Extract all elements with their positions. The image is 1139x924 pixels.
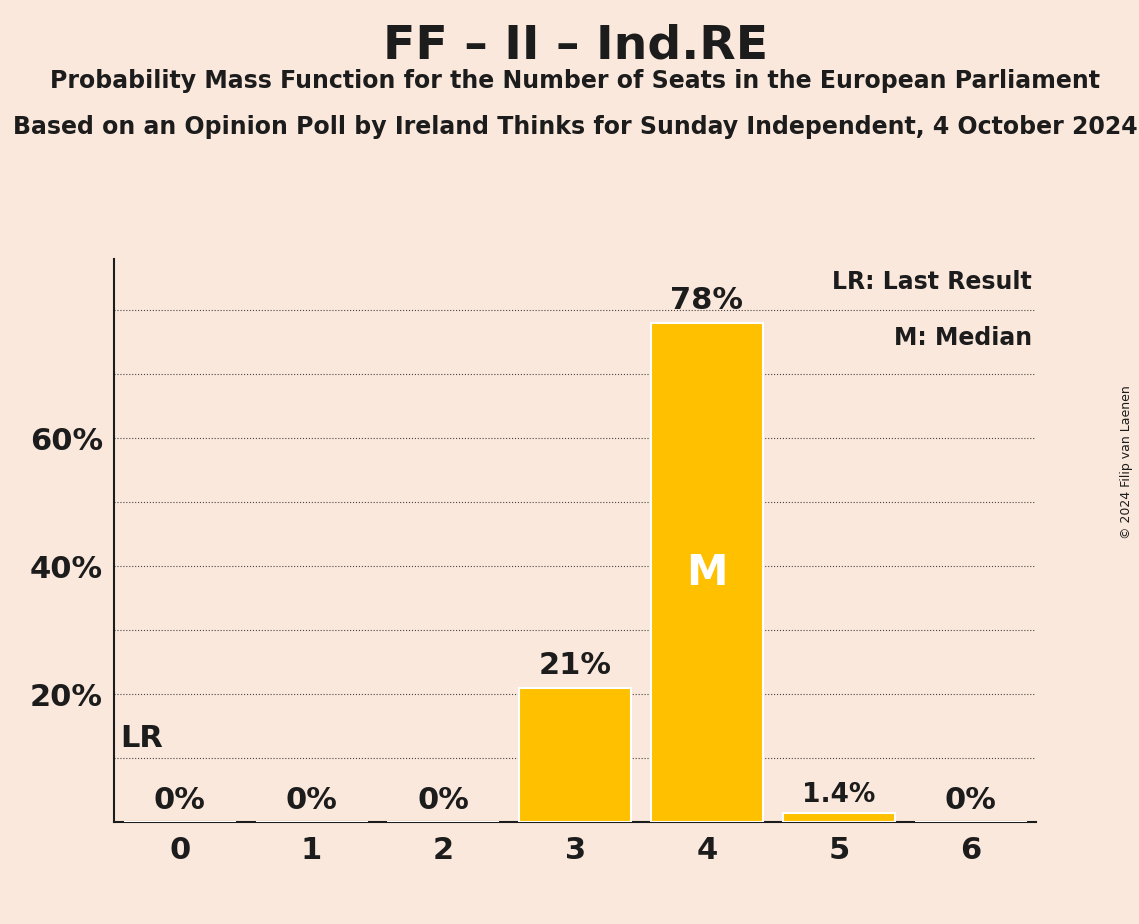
- Text: 0%: 0%: [286, 785, 337, 815]
- Text: Based on an Opinion Poll by Ireland Thinks for Sunday Independent, 4 October 202: Based on an Opinion Poll by Ireland Thin…: [13, 115, 1138, 139]
- Text: 78%: 78%: [671, 286, 744, 315]
- Bar: [652, 322, 763, 822]
- Text: 0%: 0%: [418, 785, 469, 815]
- Text: 21%: 21%: [539, 651, 612, 680]
- Text: 0%: 0%: [944, 785, 997, 815]
- Text: 1.4%: 1.4%: [802, 783, 876, 808]
- Text: 0%: 0%: [154, 785, 206, 815]
- Text: LR: LR: [121, 724, 163, 753]
- Text: FF – II – Ind.RE: FF – II – Ind.RE: [383, 23, 768, 68]
- Bar: [519, 687, 631, 822]
- Text: M: Median: M: Median: [894, 326, 1032, 350]
- Text: LR: Last Result: LR: Last Result: [833, 270, 1032, 294]
- Text: © 2024 Filip van Laenen: © 2024 Filip van Laenen: [1121, 385, 1133, 539]
- Text: M: M: [686, 552, 728, 593]
- Bar: [782, 813, 895, 822]
- Text: Probability Mass Function for the Number of Seats in the European Parliament: Probability Mass Function for the Number…: [50, 69, 1100, 93]
